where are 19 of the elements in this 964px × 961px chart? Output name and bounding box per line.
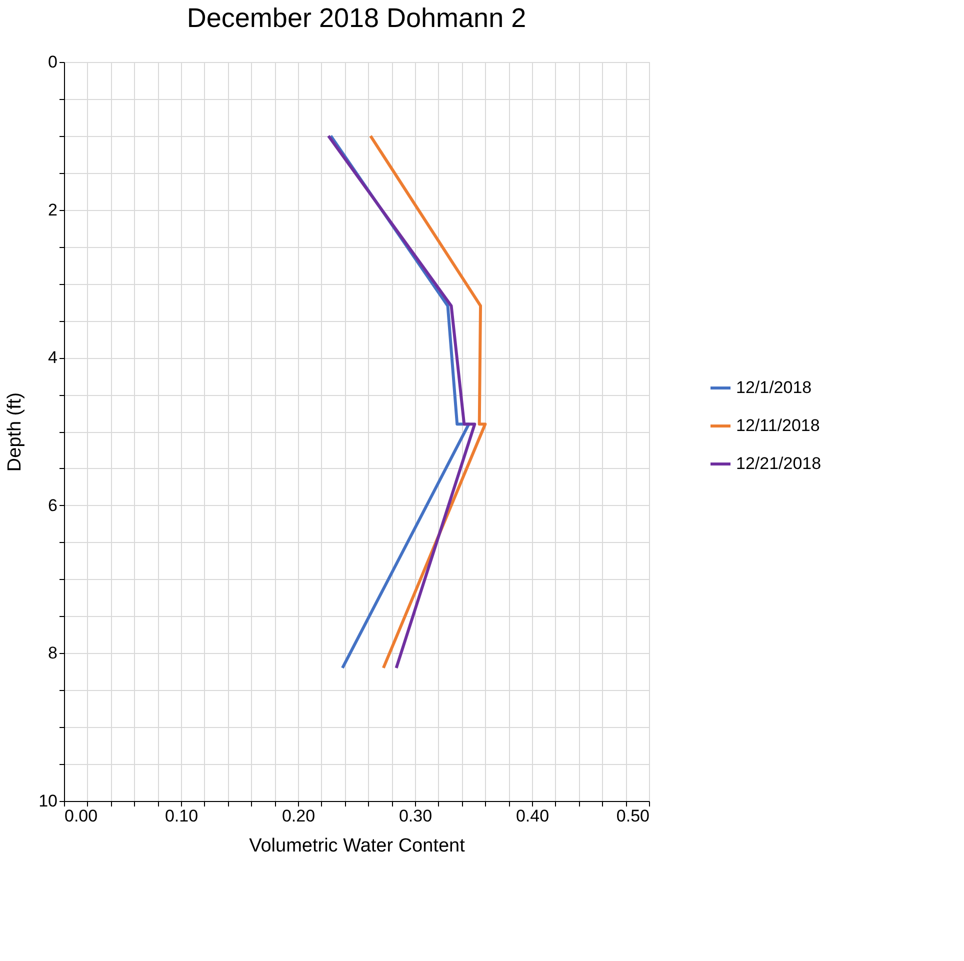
- x-axis-title: Volumetric Water Content: [249, 836, 466, 856]
- x-tick-label: 0.40: [516, 806, 550, 826]
- x-tick-label: 0.00: [64, 806, 98, 826]
- y-tick-label: 6: [48, 496, 58, 515]
- x-tick-label: 0.30: [398, 806, 432, 826]
- legend-label: 12/1/2018: [736, 378, 812, 397]
- y-tick-label: 4: [48, 348, 58, 368]
- x-tick-label: 0.20: [282, 806, 316, 826]
- y-tick-label: 2: [48, 200, 58, 220]
- y-axis-title: Depth (ft): [4, 392, 26, 472]
- line-series: [369, 134, 487, 670]
- legend-label: 12/21/2018: [736, 454, 822, 473]
- y-tick-label: 0: [48, 52, 58, 72]
- y-tick-label: 10: [38, 792, 58, 810]
- x-tick-label: 0.10: [164, 806, 198, 826]
- y-tick-label: 8: [48, 644, 58, 663]
- chart-title: December 2018 Dohmann 2: [186, 3, 526, 33]
- x-tick-label: 0.50: [616, 806, 650, 826]
- legend-label: 12/11/2018: [736, 416, 820, 435]
